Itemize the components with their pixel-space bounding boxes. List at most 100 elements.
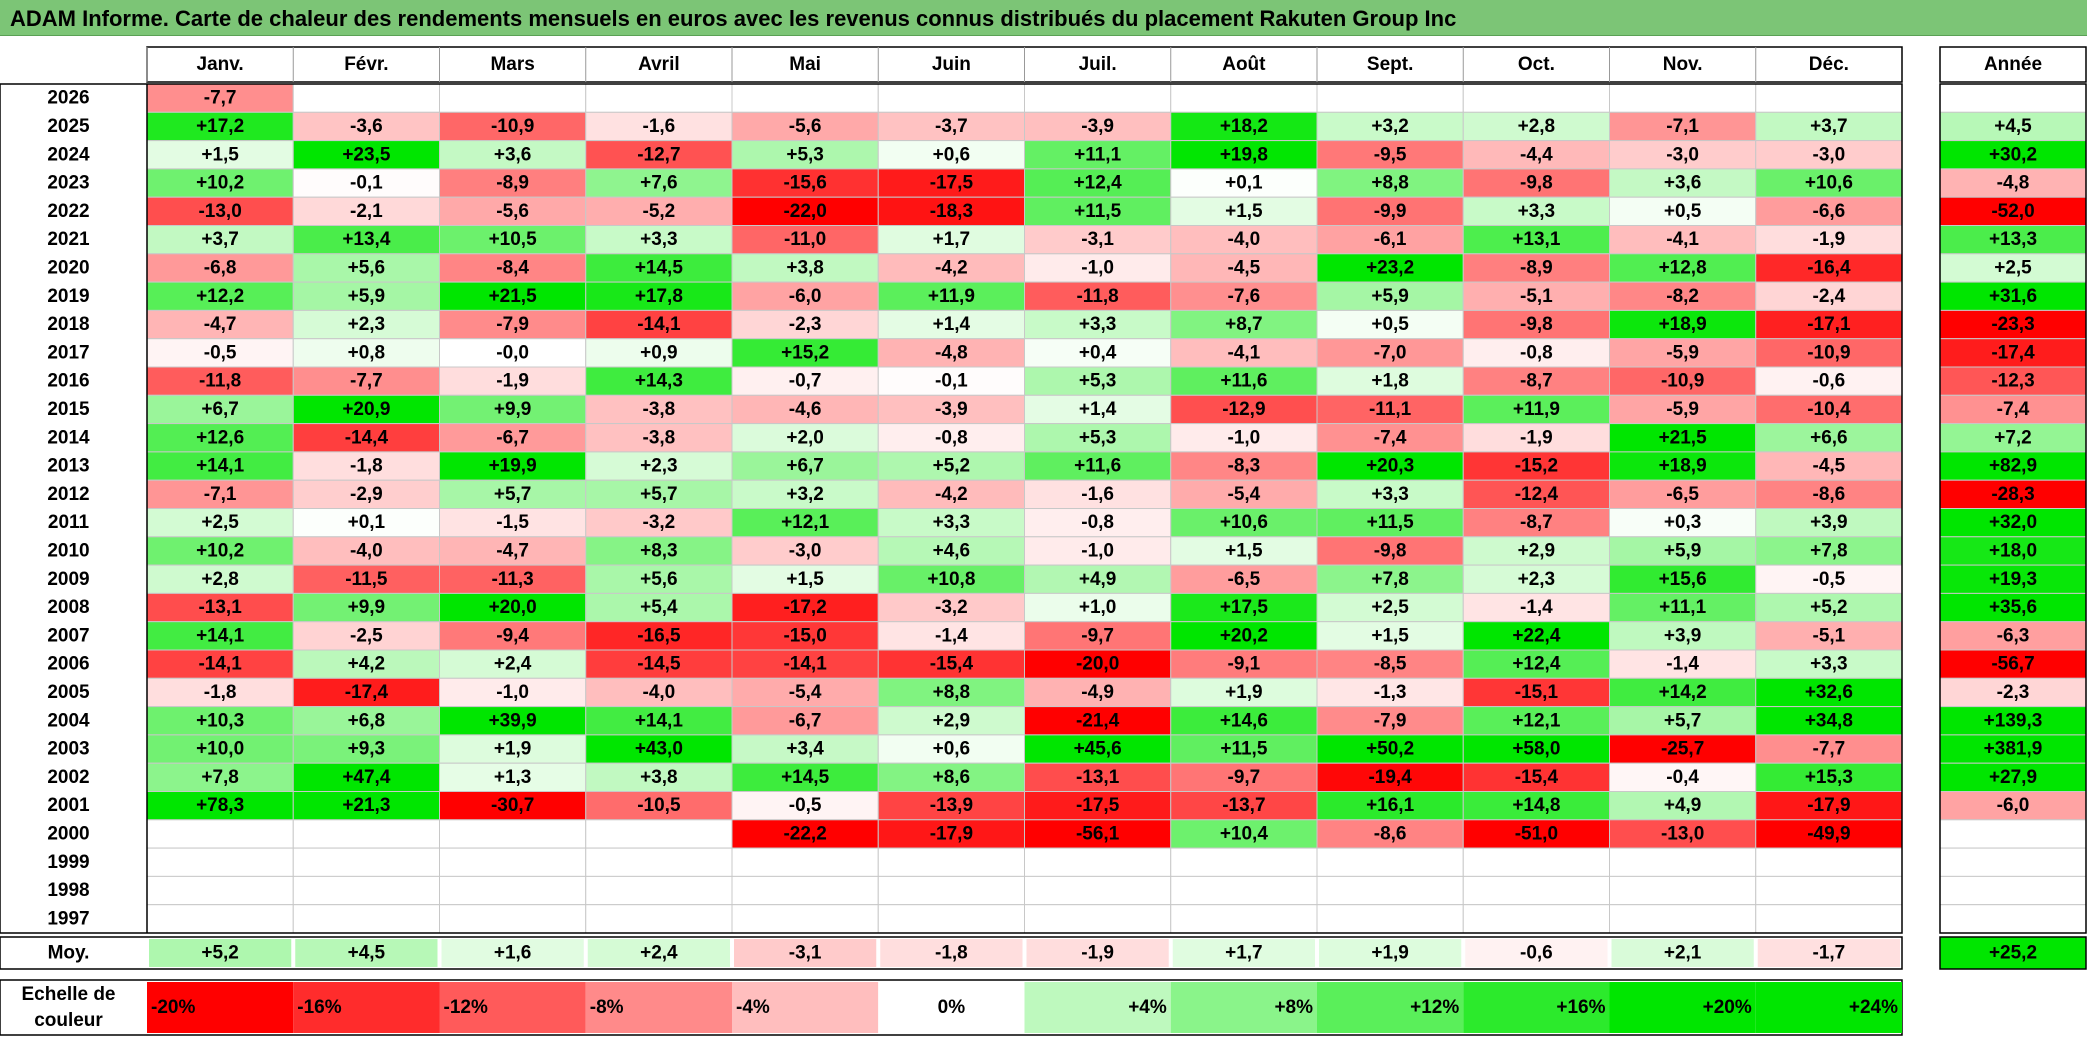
- heatmap-cell: [292, 423, 440, 453]
- cell-value: +0,1: [1225, 173, 1263, 194]
- cell-value: +45,6: [1074, 739, 1122, 760]
- cell-value: +9,9: [348, 597, 386, 618]
- cell-value: -7,1: [1666, 116, 1699, 137]
- scale-step-label: +8%: [1274, 997, 1313, 1018]
- annual-value: +82,9: [1989, 456, 2037, 477]
- heatmap-cell: [1755, 875, 1903, 906]
- cell-value: +4,9: [1079, 569, 1117, 590]
- average-value: -1,8: [935, 943, 968, 964]
- heatmap-cell: [1755, 140, 1903, 170]
- cell-value: +5,6: [348, 257, 386, 278]
- cell-value: +8,3: [640, 540, 678, 561]
- heatmap-cell: [585, 508, 733, 538]
- heatmap-cell: [1024, 423, 1172, 453]
- heatmap-cell: [1170, 904, 1318, 934]
- cell-value: +3,8: [786, 257, 824, 278]
- heatmap-cell: [292, 508, 440, 538]
- cell-value: -17,2: [783, 597, 826, 618]
- year-label: 2016: [47, 371, 89, 392]
- month-header-label: Août: [1222, 54, 1266, 75]
- heatmap-cell: [1462, 281, 1610, 311]
- cell-value: -15,2: [1515, 456, 1558, 477]
- cell-value: -4,7: [204, 314, 237, 335]
- year-label: 2014: [47, 427, 90, 448]
- cell-value: +1,9: [1225, 682, 1263, 703]
- heatmap-cell: [731, 309, 879, 340]
- annual-value: +35,6: [1989, 597, 2037, 618]
- table-body-border: [0, 83, 1903, 934]
- heatmap-cell: [1316, 564, 1464, 594]
- heatmap-cell: [877, 394, 1025, 425]
- heatmap-cell: [146, 875, 294, 906]
- annual-value: +31,6: [1989, 286, 2037, 307]
- cell-value: -16,4: [1807, 257, 1851, 278]
- cell-value: -9,4: [496, 625, 529, 646]
- cell-value: +17,8: [635, 286, 683, 307]
- heatmap-cell: [439, 564, 587, 594]
- cell-value: -6,7: [496, 427, 529, 448]
- cell-value: -4,5: [1813, 456, 1846, 477]
- month-header-label: Mars: [490, 54, 534, 75]
- heatmap-cell: [1170, 253, 1318, 283]
- annual-cell: [1939, 281, 2087, 311]
- average-cell: [1757, 939, 1900, 967]
- scale-step-label: +20%: [1703, 997, 1752, 1018]
- cell-value: +11,1: [1659, 597, 1706, 618]
- scale-step-label: -20%: [151, 997, 195, 1018]
- heatmap-cell: [585, 366, 733, 396]
- cell-value: -11,1: [1369, 399, 1412, 420]
- scale-step-label: -16%: [297, 997, 341, 1018]
- heatmap-cell: [731, 168, 879, 198]
- heatmap-cell: [1024, 762, 1172, 793]
- average-label: Moy.: [48, 943, 90, 964]
- heatmap-cell: [1462, 479, 1610, 510]
- annual-cell: [1939, 253, 2087, 283]
- heatmap-cell: [1316, 904, 1464, 934]
- cell-value: +15,3: [1805, 767, 1853, 788]
- year-label: 2005: [47, 682, 90, 703]
- year-label: 2013: [47, 456, 89, 477]
- cell-value: +20,2: [1220, 625, 1268, 646]
- heatmap-cell: [585, 847, 733, 877]
- cell-value: -51,0: [1515, 823, 1558, 844]
- scale-swatch: [732, 982, 879, 1033]
- cell-value: -7,0: [1374, 342, 1407, 363]
- cell-value: +8,8: [1371, 173, 1409, 194]
- scale-swatch: [1609, 982, 1756, 1033]
- heatmap-cell: [1609, 791, 1757, 821]
- cell-value: -17,1: [1807, 314, 1851, 335]
- heatmap-cell: [1170, 536, 1318, 566]
- month-header-label: Févr.: [344, 54, 388, 75]
- heatmap-cell: [1316, 366, 1464, 396]
- heatmap-cell: [1609, 592, 1757, 623]
- cell-value: +19,9: [489, 456, 537, 477]
- cell-value: +10,5: [489, 229, 538, 250]
- cell-value: +12,4: [1074, 173, 1123, 194]
- cell-value: -1,9: [496, 371, 529, 392]
- cell-value: +10,2: [196, 173, 244, 194]
- average-cell: [1026, 939, 1169, 967]
- cell-value: +10,8: [927, 569, 975, 590]
- heatmap-cell: [1462, 762, 1610, 793]
- cell-value: -2,4: [1813, 286, 1846, 307]
- heatmap-cell: [439, 168, 587, 198]
- annual-value: +13,3: [1989, 229, 2037, 250]
- heatmap-cell: [731, 366, 879, 396]
- average-value: +1,9: [1371, 943, 1409, 964]
- cell-value: -1,4: [1666, 654, 1699, 675]
- year-label: 2009: [47, 569, 89, 590]
- heatmap-cell: [292, 253, 440, 283]
- cell-value: -20,0: [1076, 654, 1119, 675]
- title-bar: ADAM Informe. Carte de chaleur des rende…: [0, 0, 2087, 36]
- cell-value: +1,3: [494, 767, 532, 788]
- heatmap-cell: [1755, 706, 1903, 736]
- cell-value: +5,9: [348, 286, 386, 307]
- heatmap-cell: [1024, 875, 1172, 906]
- annual-cell: [1939, 564, 2087, 594]
- cell-value: +12,2: [196, 286, 244, 307]
- heatmap-cell: [439, 83, 587, 113]
- year-label: 2000: [47, 823, 89, 844]
- heatmap-cell: [439, 875, 587, 906]
- cell-value: -13,0: [1661, 823, 1704, 844]
- cell-value: -10,5: [637, 795, 681, 816]
